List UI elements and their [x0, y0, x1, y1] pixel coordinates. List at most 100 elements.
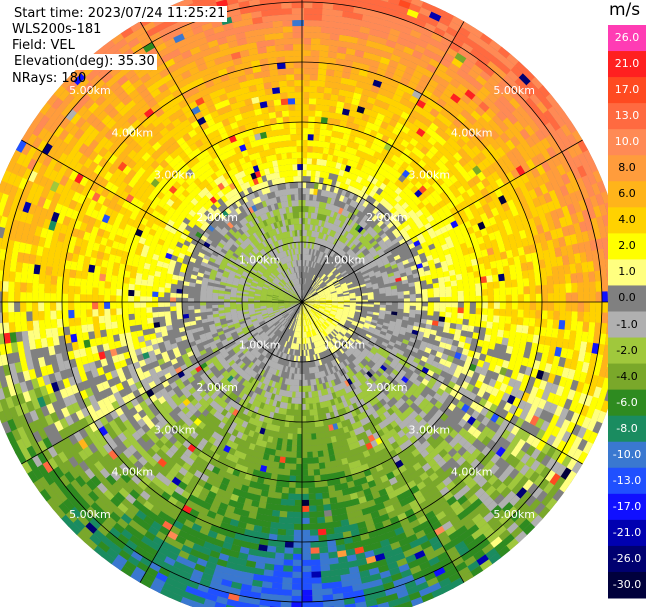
velocity-cell: [316, 320, 322, 326]
velocity-cell: [285, 321, 290, 328]
velocity-cell: [312, 294, 319, 298]
velocity-cell: [293, 305, 298, 311]
velocity-cell: [298, 278, 301, 285]
velocity-cell: [296, 307, 300, 313]
velocity-cell: [295, 272, 298, 279]
velocity-cell: [308, 287, 313, 293]
velocity-cell: [311, 308, 318, 313]
velocity-cell: [296, 313, 299, 320]
velocity-cell: [313, 314, 319, 320]
velocity-cell: [294, 285, 298, 292]
velocity-cell: [309, 267, 313, 274]
velocity-cell: [320, 324, 326, 331]
velocity-cell: [306, 293, 311, 298]
velocity-cell: [306, 325, 309, 332]
velocity-cell: [278, 305, 285, 308]
velocity-cell: [281, 279, 287, 285]
velocity-cell: [277, 315, 283, 320]
velocity-cell: [310, 310, 315, 316]
velocity-cell: [285, 295, 291, 298]
velocity-cell: [306, 305, 312, 311]
velocity-cell: [299, 284, 301, 291]
velocity-cell: [307, 303, 314, 307]
velocity-cell: [277, 284, 283, 289]
velocity-cell: [321, 323, 328, 329]
velocity-cell: [302, 319, 304, 326]
velocity-cell: [278, 300, 285, 302]
velocity-cell: [330, 310, 337, 314]
velocity-cell: [321, 274, 327, 280]
velocity-cell: [291, 280, 295, 286]
velocity-cell: [268, 312, 275, 316]
velocity-cell: [278, 298, 285, 301]
velocity-cell: [291, 311, 296, 318]
velocity-cell: [319, 318, 325, 323]
velocity-cell: [313, 296, 320, 299]
velocity-cell: [294, 325, 298, 332]
velocity-cell: [307, 300, 314, 302]
velocity-cell: [278, 299, 285, 301]
velocity-cell: [298, 284, 300, 291]
velocity-cell: [304, 266, 307, 273]
velocity-cell: [307, 299, 314, 301]
velocity-cell: [313, 283, 319, 289]
velocity-cell: [294, 292, 299, 298]
velocity-cell: [311, 323, 316, 330]
velocity-cell: [295, 313, 298, 319]
velocity-cell: [296, 284, 299, 291]
velocity-cell: [307, 285, 311, 292]
velocity-cell: [300, 290, 302, 297]
velocity-cell: [311, 281, 316, 288]
velocity-cell: [272, 305, 279, 308]
velocity-cell: [304, 284, 306, 291]
velocity-cell: [290, 287, 296, 293]
velocity-cell: [310, 289, 316, 295]
velocity-cell: [266, 307, 273, 310]
velocity-cell: [323, 312, 329, 317]
velocity-cell: [283, 277, 289, 284]
velocity-cell: [287, 282, 293, 288]
velocity-cell: [287, 308, 293, 314]
velocity-cell: [298, 290, 301, 297]
velocity-cell: [281, 326, 287, 333]
velocity-cell: [309, 330, 312, 337]
velocity-cell: [296, 325, 299, 332]
velocity-cell: [278, 295, 285, 298]
velocity-cell: [292, 294, 298, 299]
velocity-cell: [303, 290, 305, 297]
velocity-cell: [307, 312, 311, 319]
velocity-cell: [314, 285, 320, 291]
velocity-cell: [309, 280, 313, 286]
velocity-cell: [287, 282, 292, 288]
velocity-cell: [305, 319, 308, 326]
velocity-cell: [294, 312, 298, 319]
velocity-cell: [299, 307, 301, 314]
velocity-cell: [305, 292, 311, 298]
velocity-cell: [298, 325, 301, 332]
velocity-cell: [314, 328, 318, 335]
velocity-cell: [290, 287, 295, 293]
velocity-cell: [281, 288, 288, 293]
velocity-cell: [307, 303, 314, 306]
velocity-cell: [284, 296, 291, 299]
velocity-cell: [284, 298, 291, 300]
velocity-cell: [307, 266, 310, 273]
velocity-cell: [303, 272, 306, 279]
velocity-cell: [304, 307, 308, 313]
velocity-cell: [325, 279, 332, 285]
velocity-cell: [319, 303, 326, 305]
velocity-cell: [284, 305, 291, 309]
velocity-cell: [306, 305, 313, 309]
velocity-cell: [280, 290, 287, 295]
velocity-cell: [297, 278, 300, 285]
velocity-cell: [329, 313, 336, 317]
velocity-cell: [309, 311, 314, 317]
velocity-cell: [290, 324, 294, 331]
velocity-cell: [305, 292, 310, 298]
velocity-cell: [294, 278, 298, 285]
velocity-cell: [320, 283, 327, 289]
velocity-cell: [331, 307, 338, 310]
velocity-cell: [313, 302, 320, 305]
velocity-cell: [293, 279, 296, 286]
velocity-cell: [287, 290, 293, 295]
